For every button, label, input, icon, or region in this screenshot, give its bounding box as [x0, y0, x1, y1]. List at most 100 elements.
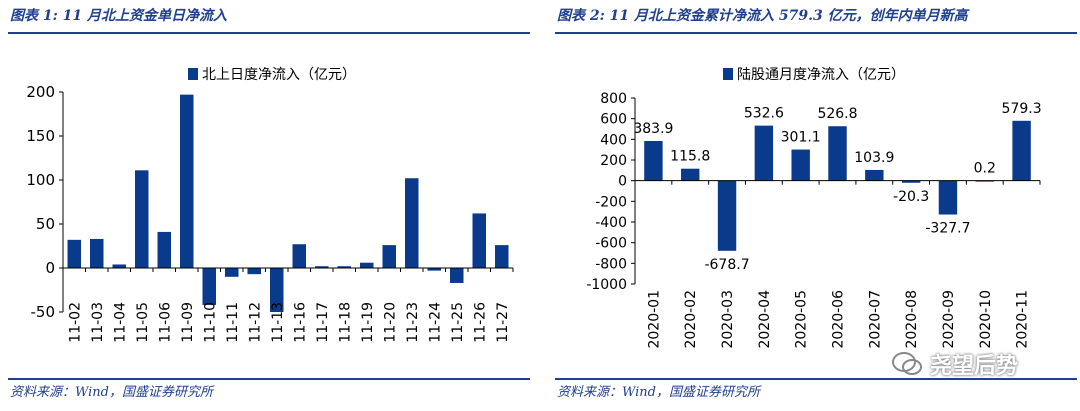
bar: [865, 169, 884, 181]
data-label: -327.7: [925, 221, 970, 237]
x-tick-label: 11-20: [382, 302, 398, 343]
data-label: -678.7: [704, 257, 749, 273]
y-tick-label: -50: [31, 303, 56, 321]
wechat-icon: [892, 352, 922, 375]
data-label: 115.8: [670, 149, 710, 165]
bar: [754, 125, 774, 181]
bar: [495, 245, 509, 268]
right-title-rule: [555, 32, 1077, 34]
y-tick-label: 400: [600, 132, 627, 148]
y-tick-label: 800: [600, 91, 627, 107]
bar: [472, 213, 486, 268]
left-figure-title: 图表 1: 11 月北上资金单日净流入: [10, 8, 228, 24]
data-label: 579.3: [1002, 101, 1042, 117]
bar: [292, 244, 306, 268]
x-tick-label: 2020-10: [978, 290, 994, 349]
x-tick-label: 11-05: [135, 302, 151, 343]
watermark-text: 尧望后势: [930, 354, 1019, 379]
x-tick-label: 11-17: [315, 302, 331, 343]
left-source-note: 资料来源：Wind，国盛证券研究所: [10, 385, 213, 400]
x-tick-label: 11-24: [427, 302, 443, 343]
legend-label: 陆股通月度净流入（亿元）: [737, 67, 905, 83]
bar: [90, 238, 104, 268]
y-tick-label: 100: [26, 171, 55, 189]
bar: [901, 180, 921, 183]
x-tick-label: 2020-07: [867, 290, 883, 349]
y-tick-label: -800: [595, 256, 627, 272]
x-tick-label: 11-16: [292, 302, 308, 343]
x-tick-label: 11-02: [67, 302, 83, 343]
data-label: 532.6: [744, 106, 784, 122]
data-label: 0.2: [974, 161, 996, 177]
x-tick-label: 2020-05: [794, 290, 810, 349]
x-tick-label: 2020-09: [941, 290, 957, 349]
bar: [67, 239, 81, 268]
x-tick-label: 11-18: [337, 302, 353, 343]
bar: [270, 268, 284, 312]
x-tick-label: 11-11: [225, 302, 241, 343]
right-figure-title: 图表 2: 11 月北上资金累计净流入 579.3 亿元，创年内单月新高: [557, 8, 968, 24]
bar: [135, 170, 149, 268]
y-tick-label: -200: [595, 194, 627, 210]
left-title-rule: [8, 32, 530, 34]
bar: [157, 231, 171, 268]
x-tick-label: 11-12: [247, 302, 263, 343]
x-tick-label: 11-10: [202, 302, 218, 343]
y-tick-label: 200: [600, 153, 627, 169]
y-tick-label: 150: [26, 127, 55, 145]
daily-inflow-chart: 北上日度净流入（亿元） -50 0 50 100 150 200 11-02 11-03 11-0…: [26, 67, 514, 343]
bar: [828, 126, 847, 181]
x-tick-label: 2020-01: [646, 290, 662, 349]
data-label: 103.9: [854, 150, 894, 166]
data-label: 383.9: [633, 121, 673, 137]
x-tick-label: 11-23: [405, 302, 421, 343]
left-source-rule: [8, 378, 530, 380]
x-tick-label: 11-09: [180, 302, 196, 343]
y-tick-label: -400: [595, 215, 627, 231]
bar: [360, 262, 374, 268]
x-tick-label: 2020-08: [904, 290, 920, 349]
bar: [681, 168, 700, 181]
x-tick-label: 2020-03: [720, 290, 736, 349]
y-tick-label: 600: [600, 112, 627, 128]
data-label: -20.3: [893, 189, 929, 205]
bar: [405, 178, 419, 268]
right-panel: 图表 2: 11 月北上资金累计净流入 579.3 亿元，创年内单月新高 陆股通…: [555, 0, 1077, 411]
x-tick-label: 11-25: [450, 302, 466, 343]
y-tick-label: -1000: [586, 277, 627, 293]
bar: [112, 264, 126, 268]
bar: [180, 94, 194, 268]
right-source-note: 资料来源：Wind，国盛证券研究所: [557, 385, 760, 400]
bar: [225, 268, 239, 277]
wechat-watermark: 尧望后势: [890, 344, 1018, 384]
bar: [427, 268, 441, 271]
y-tick-label: 200: [26, 83, 55, 101]
y-tick-label: 0: [618, 174, 627, 190]
bar: [247, 268, 261, 275]
left-panel: 图表 1: 11 月北上资金单日净流入 北上日度净流入（亿元） -50 0 50 100…: [8, 0, 530, 411]
x-tick-label: 11-06: [157, 302, 173, 343]
x-tick-label: 11-04: [112, 302, 128, 343]
x-tick-label: 2020-11: [1015, 290, 1031, 349]
x-tick-label: 2020-06: [831, 290, 847, 349]
data-label: 301.1: [781, 130, 821, 146]
bar: [791, 149, 810, 181]
monthly-inflow-chart: 陆股通月度净流入（亿元） -1000 -800 -600 -400 -200 0 200 400…: [586, 67, 1042, 349]
x-tick-label: 11-26: [472, 302, 488, 343]
y-tick-label: 0: [45, 259, 55, 277]
x-tick-label: 11-27: [495, 302, 511, 343]
data-label: 526.8: [817, 106, 857, 122]
bar: [337, 266, 351, 268]
bar: [644, 140, 663, 181]
bar: [202, 268, 216, 305]
bar: [450, 268, 464, 283]
legend-swatch: [723, 68, 733, 80]
x-tick-label: 11-03: [90, 302, 106, 343]
bar: [717, 180, 737, 251]
x-tick-label: 2020-04: [757, 290, 773, 349]
y-tick-label: -600: [595, 236, 627, 252]
x-tick-label: 11-13: [270, 302, 286, 343]
bar: [1012, 120, 1031, 181]
bar: [382, 245, 396, 268]
x-tick-label: 2020-02: [683, 290, 699, 349]
